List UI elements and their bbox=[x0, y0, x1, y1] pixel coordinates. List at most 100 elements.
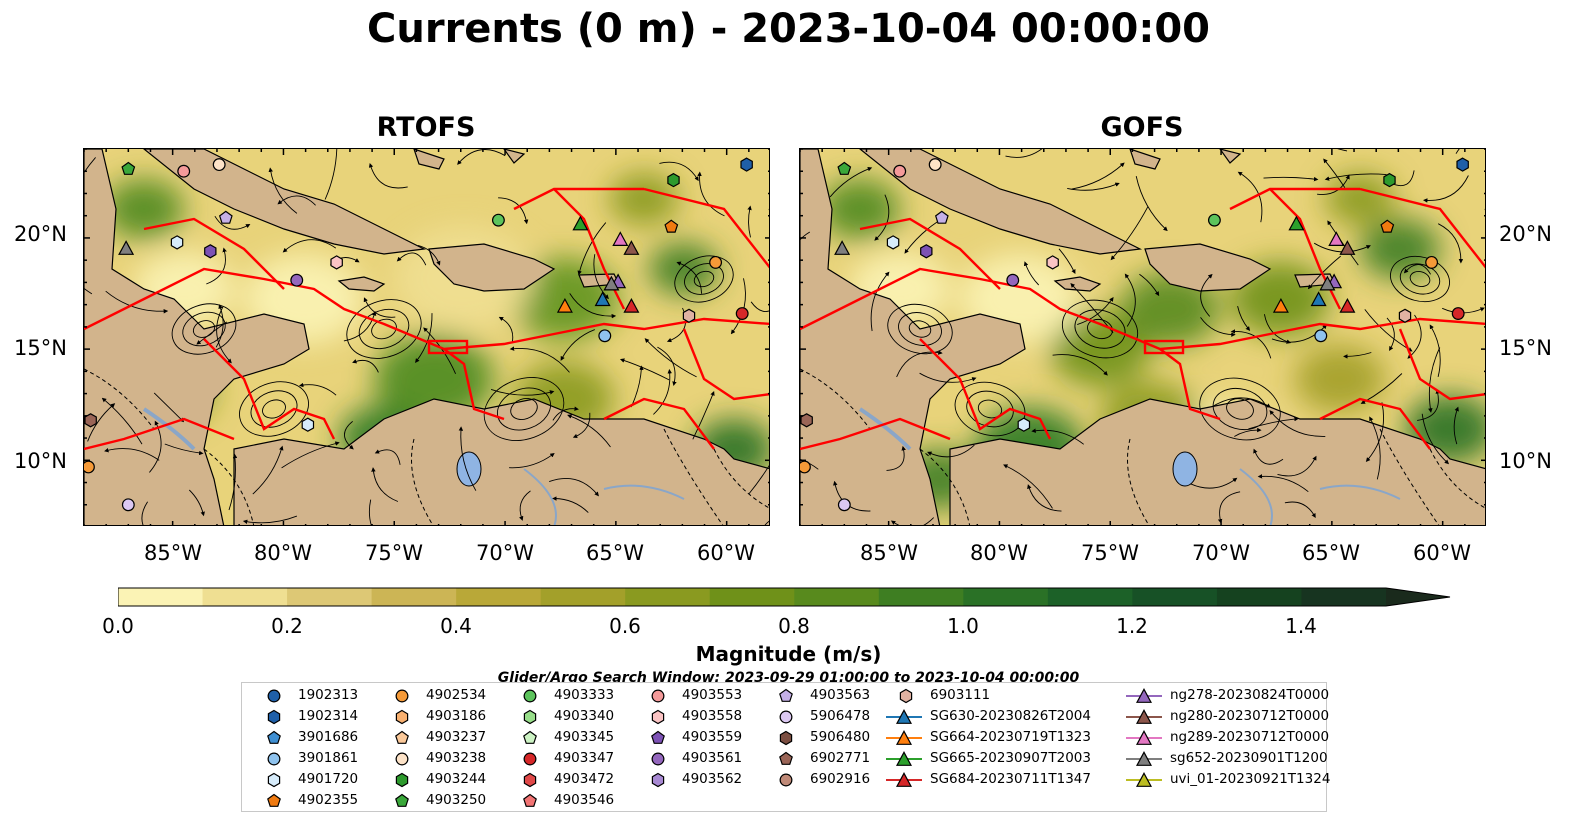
circle-marker-icon bbox=[651, 689, 665, 703]
argo-float-marker[interactable] bbox=[800, 460, 811, 474]
argo-float-marker[interactable] bbox=[170, 235, 184, 250]
argo-float-marker[interactable] bbox=[735, 307, 749, 320]
glider-marker[interactable] bbox=[834, 240, 851, 255]
legend-float-symbol[interactable] bbox=[779, 710, 793, 724]
legend-float-symbol[interactable] bbox=[779, 773, 793, 787]
legend-float-symbol[interactable] bbox=[395, 689, 409, 703]
legend-float-symbol[interactable] bbox=[395, 709, 409, 725]
argo-float-marker[interactable] bbox=[682, 308, 696, 323]
argo-float-marker[interactable] bbox=[1451, 307, 1465, 320]
legend-glider-symbol[interactable] bbox=[895, 772, 913, 787]
argo-float-marker[interactable] bbox=[1017, 417, 1031, 432]
argo-float-marker[interactable] bbox=[177, 164, 191, 178]
legend-float-symbol[interactable] bbox=[395, 752, 409, 766]
argo-float-marker[interactable] bbox=[84, 460, 95, 474]
legend-float-symbol[interactable] bbox=[267, 730, 281, 744]
argo-float-marker[interactable] bbox=[218, 210, 233, 224]
argo-float-marker[interactable] bbox=[1314, 329, 1328, 343]
legend-glider-symbol[interactable] bbox=[1135, 709, 1153, 724]
rtofs-map[interactable] bbox=[83, 148, 770, 526]
argo-float-marker[interactable] bbox=[934, 210, 949, 224]
argo-float-marker[interactable] bbox=[709, 255, 723, 269]
legend-glider-symbol[interactable] bbox=[895, 751, 913, 766]
argo-float-marker[interactable] bbox=[1006, 273, 1020, 287]
argo-float-marker[interactable] bbox=[1380, 219, 1395, 233]
glider-marker[interactable] bbox=[118, 240, 135, 255]
legend-float-symbol[interactable] bbox=[651, 752, 665, 766]
glider-marker[interactable] bbox=[623, 297, 640, 313]
argo-float-marker[interactable] bbox=[598, 329, 612, 343]
legend-float-symbol[interactable] bbox=[267, 752, 281, 766]
legend-float-symbol[interactable] bbox=[267, 793, 281, 807]
legend-glider-symbol[interactable] bbox=[1135, 688, 1153, 703]
argo-float-marker[interactable] bbox=[1046, 255, 1059, 270]
argo-float-marker[interactable] bbox=[837, 498, 851, 512]
argo-float-marker[interactable] bbox=[1484, 205, 1486, 217]
colorbar bbox=[117, 587, 1453, 611]
legend-float-symbol[interactable] bbox=[779, 688, 793, 702]
glider-marker[interactable] bbox=[612, 231, 629, 246]
legend-float-symbol[interactable] bbox=[523, 793, 537, 807]
argo-float-marker[interactable] bbox=[837, 161, 852, 175]
legend-glider-symbol[interactable] bbox=[1135, 730, 1153, 745]
legend-float-symbol[interactable] bbox=[899, 688, 913, 704]
argo-float-marker[interactable] bbox=[1456, 157, 1469, 172]
glider-marker[interactable] bbox=[603, 275, 620, 291]
glider-marker[interactable] bbox=[1310, 291, 1327, 307]
legend-glider-symbol[interactable] bbox=[895, 709, 913, 724]
glider-marker[interactable] bbox=[1272, 297, 1289, 313]
argo-float-marker[interactable] bbox=[1383, 172, 1396, 188]
argo-float-marker[interactable] bbox=[330, 255, 343, 270]
glider-marker[interactable] bbox=[1328, 231, 1345, 246]
legend-float-symbol[interactable] bbox=[523, 752, 537, 766]
argo-float-marker[interactable] bbox=[491, 213, 505, 227]
argo-float-marker[interactable] bbox=[212, 158, 226, 172]
legend-float-symbol[interactable] bbox=[395, 772, 409, 788]
argo-float-marker[interactable] bbox=[204, 244, 217, 259]
legend-float-symbol[interactable] bbox=[651, 689, 665, 703]
legend-float-symbol[interactable] bbox=[523, 689, 537, 703]
legend-glider-symbol[interactable] bbox=[1135, 772, 1153, 787]
legend-float-symbol[interactable] bbox=[523, 730, 537, 744]
glider-marker[interactable] bbox=[1339, 240, 1356, 255]
glider-marker[interactable] bbox=[1339, 297, 1356, 313]
argo-float-marker[interactable] bbox=[301, 417, 315, 432]
argo-float-marker[interactable] bbox=[121, 161, 136, 175]
argo-float-marker[interactable] bbox=[920, 244, 933, 259]
argo-float-marker[interactable] bbox=[928, 158, 942, 172]
legend-float-symbol[interactable] bbox=[523, 772, 537, 788]
argo-float-marker[interactable] bbox=[800, 413, 813, 428]
glider-marker[interactable] bbox=[623, 240, 640, 255]
legend-float-symbol[interactable] bbox=[267, 772, 281, 788]
legend-glider-symbol[interactable] bbox=[895, 730, 913, 745]
gofs-map[interactable] bbox=[799, 148, 1486, 526]
legend-float-symbol[interactable] bbox=[651, 709, 665, 725]
argo-float-marker[interactable] bbox=[664, 219, 679, 233]
glider-marker[interactable] bbox=[1319, 275, 1336, 291]
argo-float-marker[interactable] bbox=[740, 157, 753, 172]
legend-float-symbol[interactable] bbox=[651, 772, 665, 788]
legend-float-symbol[interactable] bbox=[395, 793, 409, 807]
argo-float-marker[interactable] bbox=[1207, 213, 1221, 227]
argo-float-marker[interactable] bbox=[667, 172, 680, 188]
glider-marker[interactable] bbox=[572, 215, 589, 231]
argo-float-marker[interactable] bbox=[1425, 255, 1439, 269]
argo-float-marker[interactable] bbox=[1398, 308, 1412, 323]
legend-glider-symbol[interactable] bbox=[1135, 751, 1153, 766]
argo-float-marker[interactable] bbox=[84, 413, 97, 428]
argo-float-marker[interactable] bbox=[121, 498, 135, 512]
argo-float-marker[interactable] bbox=[290, 273, 304, 287]
legend-float-symbol[interactable] bbox=[523, 709, 537, 725]
legend-float-symbol[interactable] bbox=[651, 730, 665, 744]
legend-float-symbol[interactable] bbox=[395, 730, 409, 744]
argo-float-marker[interactable] bbox=[893, 164, 907, 178]
argo-float-marker[interactable] bbox=[886, 235, 900, 250]
glider-marker[interactable] bbox=[1288, 215, 1305, 231]
legend-float-symbol[interactable] bbox=[779, 751, 793, 765]
legend-float-symbol[interactable] bbox=[779, 730, 793, 746]
glider-marker[interactable] bbox=[556, 297, 573, 313]
legend-float-symbol[interactable] bbox=[267, 709, 281, 725]
legend-float-symbol[interactable] bbox=[267, 689, 281, 703]
argo-float-marker[interactable] bbox=[768, 205, 770, 217]
glider-marker[interactable] bbox=[594, 291, 611, 307]
